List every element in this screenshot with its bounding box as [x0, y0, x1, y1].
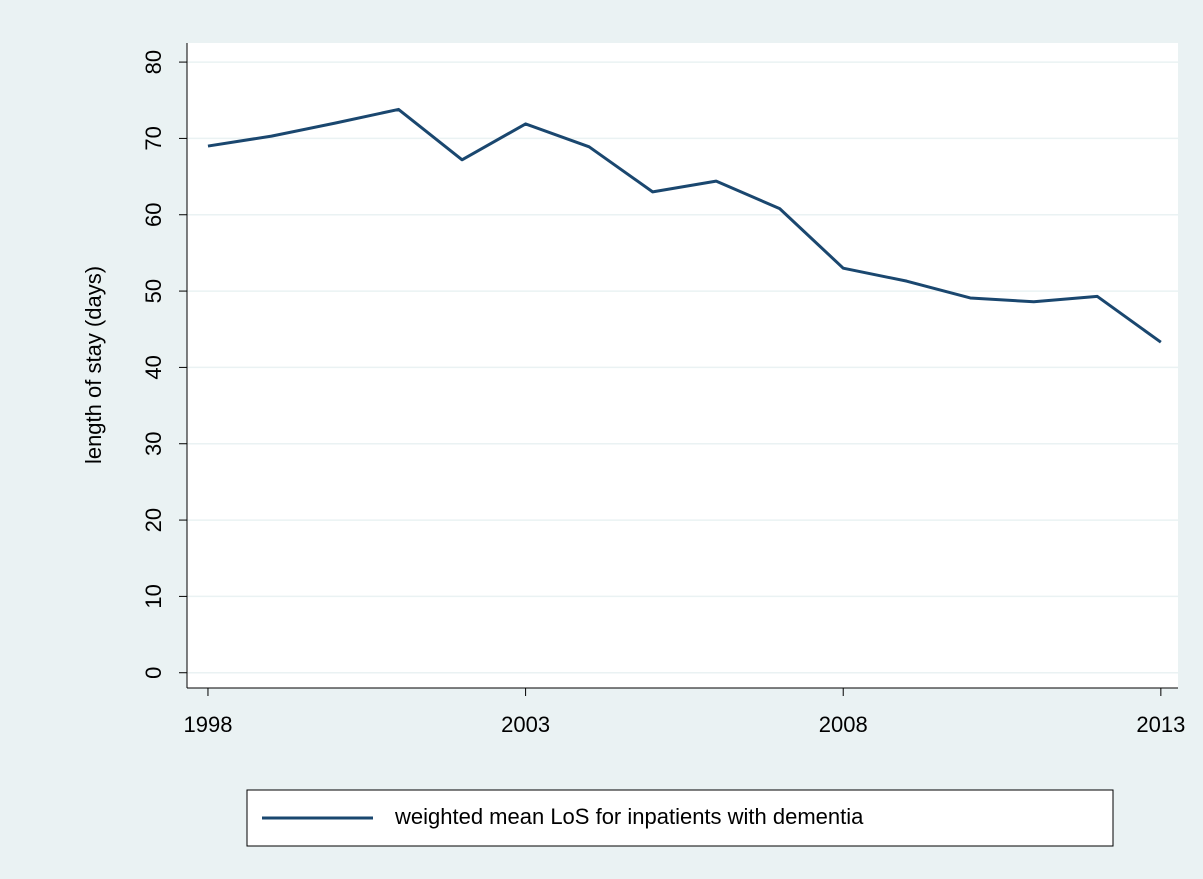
x-tick-label: 2008: [819, 712, 868, 737]
legend-box: [246, 789, 1114, 847]
series-line: [207, 107, 1162, 344]
y-tick-label: 10: [141, 584, 166, 608]
x-tick-label: 2003: [501, 712, 550, 737]
y-axis-label: length of stay (days): [81, 266, 106, 464]
y-tick-label: 0: [141, 667, 166, 679]
y-tick-label: 70: [141, 126, 166, 150]
y-tick-label: 40: [141, 355, 166, 379]
x-tick-label: 2013: [1136, 712, 1185, 737]
x-tick-label: 1998: [183, 712, 232, 737]
y-tick-label: 30: [141, 431, 166, 455]
y-tick-label: 60: [141, 203, 166, 227]
y-tick-label: 80: [141, 50, 166, 74]
y-tick-label: 50: [141, 279, 166, 303]
plot-area: [187, 43, 1178, 688]
y-tick-label: 20: [141, 508, 166, 532]
legend-label: weighted mean LoS for inpatients with de…: [394, 804, 864, 829]
